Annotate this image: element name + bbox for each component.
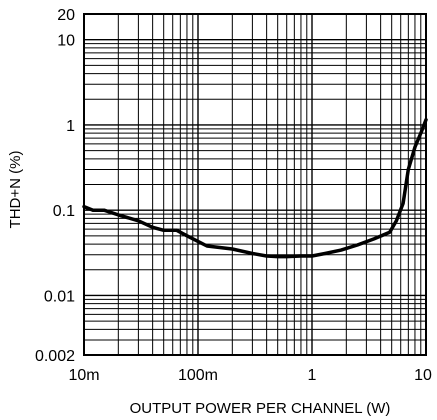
x-tick-label: 10m xyxy=(68,367,99,384)
x-tick-label: 100m xyxy=(178,367,218,384)
y-axis-label: THD+N (%) xyxy=(7,151,24,229)
y-tick-label: 0.01 xyxy=(44,288,75,305)
y-tick-label: 0.002 xyxy=(35,348,75,365)
x-tick-label: 1 xyxy=(308,367,317,384)
y-tick-labels: 0.002 0.01 0.1 1 10 20 xyxy=(35,7,75,365)
thd-curve xyxy=(82,117,428,259)
x-axis-label: OUTPUT POWER PER CHANNEL (W) xyxy=(130,400,391,417)
y-tick-label: 1 xyxy=(66,118,75,135)
y-tick-label: 20 xyxy=(57,7,75,24)
grid-lines xyxy=(84,14,426,355)
y-tick-label: 10 xyxy=(57,33,75,50)
x-tick-label: 10 xyxy=(414,367,432,384)
plot-frame xyxy=(83,13,427,356)
y-tick-label: 0.1 xyxy=(53,203,75,220)
x-tick-labels: 10m 100m 1 10 xyxy=(68,367,432,384)
